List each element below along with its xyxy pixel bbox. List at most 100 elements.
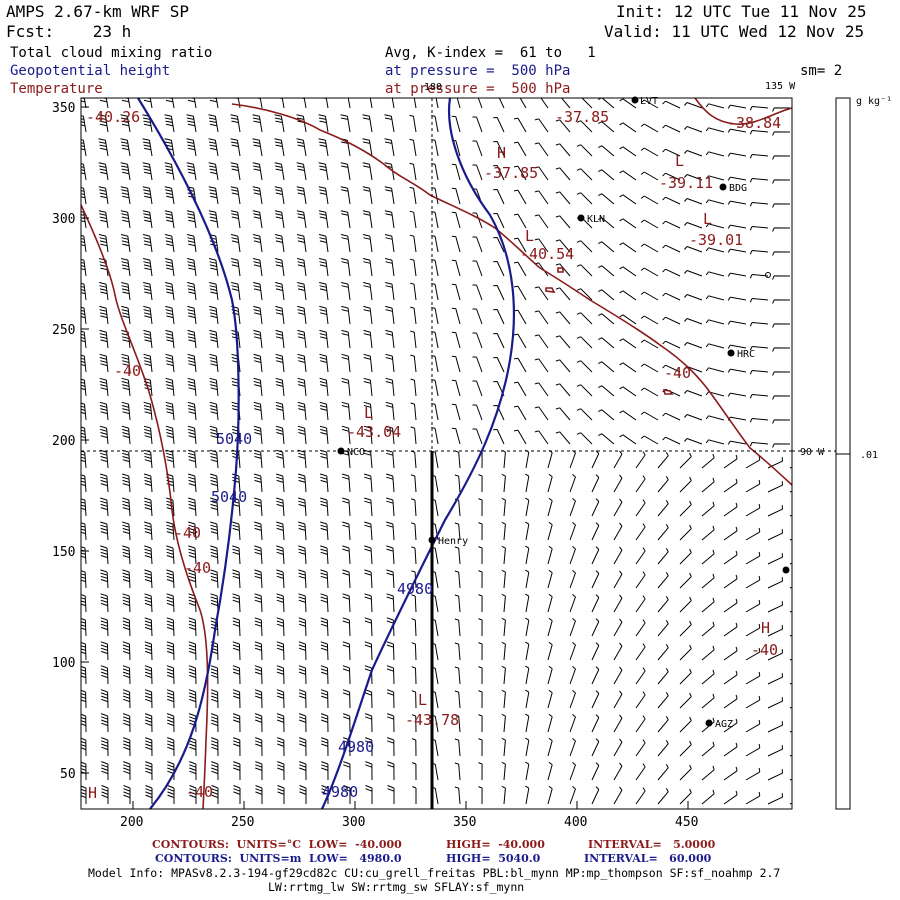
wind-barb — [99, 377, 109, 397]
station-marker — [428, 536, 436, 544]
wind-barb — [187, 425, 197, 445]
wind-barb — [363, 353, 373, 373]
wind-barb — [454, 474, 461, 493]
station-marker-open — [765, 272, 771, 278]
wind-barb — [189, 761, 197, 781]
wind-barb — [705, 343, 725, 349]
wind-barb — [166, 569, 175, 589]
wind-barb — [749, 106, 769, 111]
station-marker — [577, 214, 585, 222]
wind-barb — [296, 114, 307, 133]
wind-barb — [701, 501, 715, 517]
wind-barb — [387, 785, 395, 804]
wind-barb — [121, 401, 131, 421]
wind-barb — [165, 377, 175, 397]
wind-barb — [274, 162, 285, 181]
wind-barb — [319, 473, 329, 493]
wind-barb — [187, 401, 197, 421]
wind-barb — [347, 98, 351, 109]
wind-barb — [319, 401, 329, 421]
wind-barb — [745, 455, 761, 469]
wind-barb — [591, 786, 600, 805]
wind-barb — [321, 98, 329, 109]
wind-barb — [232, 641, 241, 661]
height-label: 4980 — [338, 738, 374, 756]
wind-barb — [679, 764, 692, 781]
wind-barb — [143, 98, 153, 109]
wind-barb — [230, 234, 241, 253]
wind-barb — [121, 305, 131, 325]
wind-barb — [749, 370, 769, 375]
wind-barb — [591, 594, 600, 613]
wind-barb — [341, 401, 351, 421]
wind-barb — [569, 762, 576, 781]
wind-barb — [144, 521, 153, 541]
wind-barb — [472, 332, 483, 349]
wind-barb — [591, 762, 600, 781]
wind-barb — [514, 357, 527, 373]
wind-barb — [635, 739, 646, 757]
wind-barb — [772, 179, 791, 184]
wind-barb — [144, 665, 153, 685]
wind-barb — [321, 737, 329, 757]
wind-barb — [121, 473, 131, 493]
wind-barb — [679, 548, 692, 565]
wind-barb — [684, 414, 703, 421]
wind-barb — [299, 761, 307, 781]
field-cloud-label: Total cloud mixing ratio — [10, 45, 213, 61]
wind-barb — [662, 172, 681, 181]
wind-barb — [727, 224, 747, 229]
wind-barb — [188, 641, 197, 661]
wind-barb — [635, 667, 646, 685]
wind-barb — [386, 569, 395, 589]
wind-barb — [296, 210, 307, 229]
wind-barb — [772, 419, 791, 424]
wind-barb — [525, 593, 530, 613]
wind-barb — [142, 210, 153, 229]
wind-barb — [254, 689, 263, 709]
station-marker — [782, 566, 790, 574]
wind-barb — [598, 433, 615, 445]
wind-barb — [745, 671, 761, 685]
wind-barb — [591, 522, 600, 541]
wind-barb — [451, 259, 461, 277]
wind-barb — [210, 497, 219, 517]
wind-barb — [501, 449, 506, 469]
wind-barb — [613, 690, 623, 709]
wind-barb — [569, 738, 576, 757]
wind-barb — [411, 690, 417, 709]
wind-barb — [274, 258, 285, 277]
wind-barb — [387, 761, 395, 781]
wind-barb — [635, 715, 646, 733]
wind-barb — [384, 114, 395, 133]
wind-barb — [123, 737, 131, 757]
wind-barb — [613, 498, 623, 517]
wind-barb — [412, 786, 417, 804]
wind-barb — [431, 211, 439, 229]
wind-barb — [411, 738, 417, 757]
wind-barb — [598, 169, 615, 181]
wind-barb — [365, 737, 373, 757]
wind-barb — [275, 449, 285, 469]
wind-barb — [431, 403, 439, 421]
wind-barb — [478, 738, 483, 757]
wind-barb — [635, 643, 646, 661]
wind-barb — [701, 549, 715, 565]
wind-barb — [81, 354, 87, 373]
wind-barb — [679, 524, 692, 541]
wind-barb — [767, 673, 783, 685]
wind-barb — [598, 145, 615, 157]
wind-barb — [411, 762, 417, 781]
wind-barb — [122, 665, 131, 685]
wind-barb — [451, 427, 461, 445]
wind-barb — [391, 98, 395, 109]
wind-barb — [252, 162, 263, 181]
wind-barb — [230, 162, 241, 181]
wind-barb — [767, 793, 783, 805]
wind-barb — [501, 641, 506, 661]
wind-barb — [99, 282, 109, 301]
wind-barb — [81, 570, 87, 589]
wind-barb — [122, 617, 131, 637]
wind-barb — [534, 382, 549, 397]
wind-barb — [619, 362, 637, 373]
